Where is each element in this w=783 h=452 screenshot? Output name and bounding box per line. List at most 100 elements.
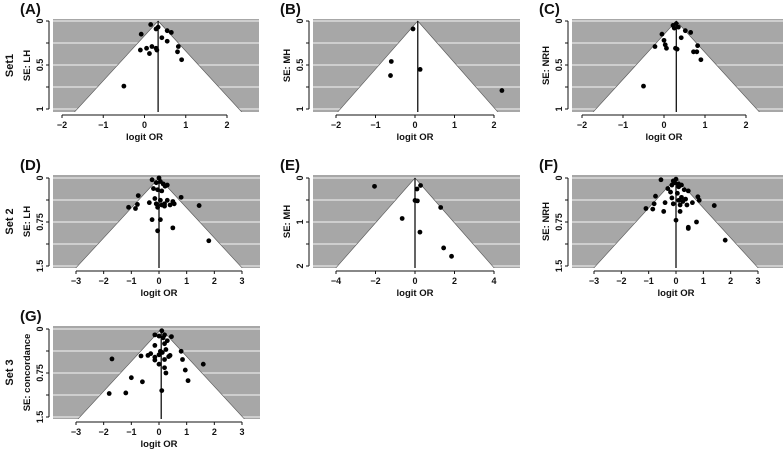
study-point [153,180,159,186]
study-point [152,357,158,363]
x-tick-label: 2 [212,427,217,437]
x-tick-label: 3 [239,276,244,286]
x-tick-label: −3 [71,427,81,437]
study-point [674,46,680,52]
x-tick-label: −1 [126,276,136,286]
panel-label: (B) [280,1,301,18]
y-axis-title: SE: LH [22,206,33,237]
study-point [681,187,687,193]
study-point [175,44,181,49]
x-tick-label: 0 [412,276,417,286]
study-point [665,186,671,191]
study-point [138,353,144,359]
study-point [668,189,673,195]
x-tick-label: −1 [126,427,136,437]
x-tick-label: −3 [589,276,599,286]
study-point [685,226,691,231]
study-point [650,206,656,212]
study-point [121,83,127,89]
study-point [200,361,206,367]
x-tick-label: 2 [743,120,748,130]
study-point [152,196,158,201]
study-point [414,186,420,192]
study-point [152,332,158,338]
study-point [182,367,188,373]
study-point [168,30,174,35]
panel-label: (F) [539,157,558,174]
study-point [673,21,679,27]
study-point [159,188,165,194]
study-point [147,51,152,56]
study-point [691,49,696,55]
study-point [152,343,158,348]
study-point [135,193,141,199]
study-point [671,25,677,31]
study-point [179,57,185,63]
y-tick-label: 2 [295,263,305,268]
study-point [135,202,140,207]
study-point [159,35,165,41]
y-axis-title: SE: NRH [541,202,552,241]
x-tick-label: −2 [577,120,587,130]
study-point [658,177,664,183]
study-point [169,334,174,340]
study-point [163,370,169,376]
study-point [128,375,134,381]
study-point [643,206,649,211]
row-title: Set 2 [4,208,16,234]
x-tick-label: 1 [184,276,189,286]
study-point [156,352,162,358]
study-point [162,341,167,347]
y-tick-label: 0 [554,175,564,180]
y-tick-label: 0.75 [35,364,45,382]
y-tick-label: 0 [295,175,305,180]
study-point [155,228,161,234]
study-point [682,28,688,34]
x-tick-label: 1 [702,120,707,130]
y-tick-label: 1.5 [35,411,45,424]
study-point [680,199,686,204]
x-tick-label: 0 [412,120,417,130]
x-axis-title: logit OR [141,439,178,450]
study-point [661,209,667,214]
study-point [164,28,170,34]
study-point [162,203,167,209]
study-point [673,217,679,223]
x-tick-label: −2 [370,276,380,286]
y-tick-label: 1.5 [554,260,564,273]
x-tick-label: 0 [156,276,161,286]
study-point [175,49,180,55]
x-tick-label: −1 [618,120,628,130]
study-point [180,357,185,362]
y-tick-label: 1 [295,219,305,224]
study-point [164,197,170,203]
y-tick-label: 0.5 [35,59,45,72]
x-tick-label: 3 [755,276,760,286]
y-tick-label: 1 [554,106,564,111]
study-point [140,379,145,385]
x-tick-label: 2 [452,276,457,286]
x-axis-title: logit OR [141,288,178,299]
study-point [149,177,155,183]
study-point [659,31,665,37]
study-point [171,201,177,207]
study-point [185,378,191,384]
x-tick-label: −1 [370,120,380,130]
study-point [170,225,176,231]
study-point [652,44,658,49]
x-tick-label: −2 [57,120,67,130]
x-tick-label: 1 [183,120,188,130]
y-axis-title: SE: concordance [22,334,33,412]
panel-g: −3 −2 −1 0 1 2 3 0 0.75 1.5 logit OR SE: concordanc… [4,308,260,450]
study-point [388,59,394,64]
y-tick-label: 1.5 [35,260,45,273]
study-point [449,253,454,259]
study-point [676,197,682,203]
panel-f: −3 −2 −1 0 1 2 3 0 0.75 1.5 logit OR SE: NRH (F) [539,157,783,299]
study-point [149,44,155,49]
study-point [145,353,151,358]
study-point [151,186,156,191]
study-point [206,238,212,244]
study-point [414,198,420,204]
x-tick-label: −2 [331,120,341,130]
